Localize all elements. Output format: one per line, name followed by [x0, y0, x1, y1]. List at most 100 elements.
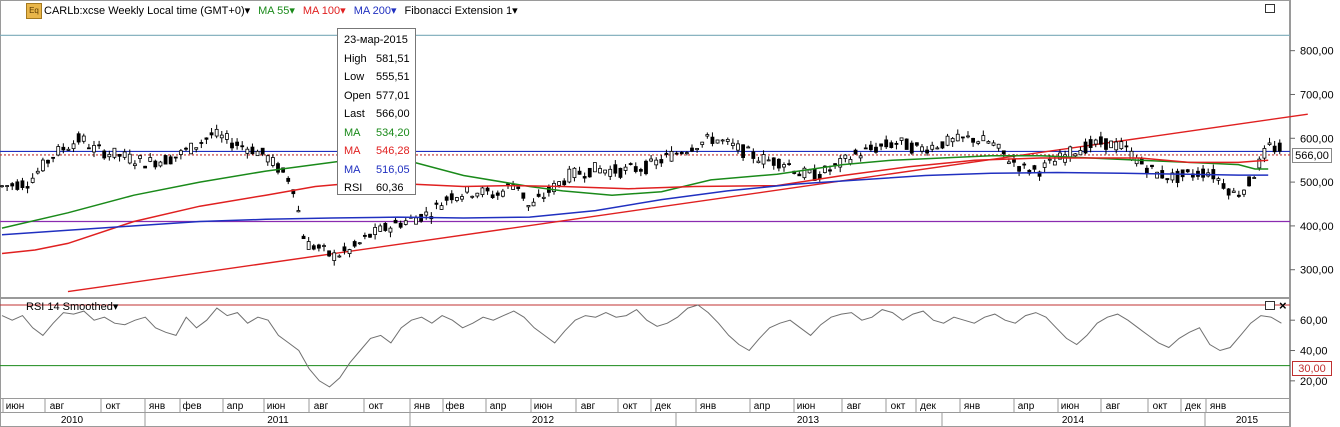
candle-body	[92, 145, 96, 153]
month-label: дек	[655, 401, 671, 412]
tooltip-row: MA 516,05	[344, 161, 415, 180]
close-icon[interactable]: ×	[1279, 298, 1287, 313]
candle-body	[567, 168, 572, 183]
candle-body	[15, 181, 20, 190]
ma100-label[interactable]: MA 100▾	[302, 4, 346, 17]
candle-body	[163, 155, 168, 165]
candle-body	[649, 158, 654, 162]
eq-icon[interactable]: Eq	[26, 3, 42, 19]
candle-body	[654, 159, 659, 166]
candle-body	[362, 234, 367, 237]
candle-body	[695, 148, 699, 151]
candle-body	[996, 143, 1001, 149]
tooltip-key: Last	[344, 108, 365, 120]
candle-body	[991, 142, 996, 146]
candle-body	[1083, 141, 1088, 154]
maximize-icon[interactable]	[1265, 301, 1275, 310]
candle-body	[736, 143, 740, 151]
candle-body	[807, 169, 812, 174]
dropdown-icon[interactable]: ▾	[512, 4, 518, 17]
candle-body	[439, 205, 444, 210]
candle-body	[884, 139, 889, 148]
candle-body	[5, 185, 10, 187]
candle-body	[1150, 164, 1154, 168]
candle-body	[260, 147, 265, 155]
rsi-label[interactable]: RSI 14 Smoothed▾	[26, 301, 119, 313]
candle-body	[756, 160, 761, 164]
tooltip-row: Low 555,51	[344, 68, 415, 87]
month-label: авг	[50, 401, 65, 412]
candle-body	[705, 134, 710, 137]
candle-body	[127, 153, 132, 164]
candle-body	[874, 146, 878, 153]
ohlc-tooltip: 23-мар-2015 High 581,51 Low 555,51 Open 577,0…	[337, 28, 416, 195]
candle-body	[1242, 189, 1246, 195]
candle-body	[235, 141, 240, 146]
fibonacci-label[interactable]: Fibonacci Extension 1▾	[404, 4, 518, 17]
candle-body	[587, 167, 592, 178]
candle-body	[35, 170, 40, 174]
dropdown-icon[interactable]: ▾	[340, 4, 346, 17]
tooltip-row: RSI 60,36	[344, 179, 415, 198]
candle-body	[960, 136, 965, 139]
candle-body	[434, 202, 439, 205]
candle-body	[184, 147, 188, 150]
candle-body	[199, 142, 204, 144]
candle-body	[741, 144, 745, 158]
candle-body	[797, 173, 802, 177]
candle-body	[598, 168, 602, 174]
candle-body	[1006, 161, 1011, 164]
candle-body	[286, 177, 291, 182]
candle-body	[690, 147, 694, 152]
candle-body	[684, 152, 689, 154]
candle-body	[1032, 165, 1037, 170]
tooltip-row: MA 546,28	[344, 142, 415, 161]
candle-body	[1262, 148, 1267, 159]
dropdown-icon[interactable]: ▾	[391, 4, 397, 17]
candle-body	[403, 220, 408, 225]
candle-body	[444, 196, 449, 201]
candle-body	[930, 144, 935, 150]
ma200-line	[1, 171, 1269, 236]
candle-body	[945, 135, 950, 146]
month-label: апр	[754, 401, 771, 412]
candle-body	[373, 227, 378, 235]
symbol-label[interactable]: CARLb:xcse Weekly Local time (GMT+0)▾	[44, 4, 251, 17]
price-panel	[0, 0, 1290, 298]
candle-body	[981, 135, 986, 142]
dropdown-icon[interactable]: ▾	[112, 301, 119, 313]
ma55-line	[1, 155, 1269, 229]
candle-body	[214, 128, 219, 137]
candle-body	[25, 186, 30, 189]
candle-body	[240, 145, 245, 148]
candle-body	[1144, 167, 1149, 175]
candle-body	[1257, 158, 1262, 169]
ma55-label[interactable]: MA 55▾	[258, 4, 295, 17]
tooltip-row: MA 534,20	[344, 124, 415, 143]
candle-body	[526, 205, 531, 208]
dropdown-icon[interactable]: ▾	[289, 4, 295, 17]
candle-body	[552, 182, 556, 193]
candle-body	[674, 152, 679, 155]
ma200-label[interactable]: MA 200▾	[353, 4, 397, 17]
candle-body	[1098, 136, 1103, 145]
rsi-panel	[0, 298, 1290, 399]
candle-body	[86, 147, 91, 150]
maximize-icon[interactable]	[1265, 4, 1275, 13]
price-tick-label: 300,00	[1300, 265, 1334, 277]
candle-body	[909, 142, 914, 154]
tooltip-key: MA	[344, 126, 361, 139]
candle-body	[1185, 169, 1190, 173]
candle-body	[1165, 178, 1170, 181]
month-label: янв	[149, 401, 165, 412]
candle-body	[1155, 171, 1159, 179]
candle-body	[955, 133, 960, 142]
candle-body	[822, 165, 827, 173]
month-label: июн	[6, 401, 25, 412]
dropdown-icon[interactable]: ▾	[244, 4, 251, 17]
candle-body	[230, 142, 234, 149]
candle-body	[899, 137, 904, 141]
rsi-tick-label: 40,00	[1300, 346, 1328, 358]
candle-body	[858, 155, 863, 159]
candle-body	[541, 196, 546, 199]
